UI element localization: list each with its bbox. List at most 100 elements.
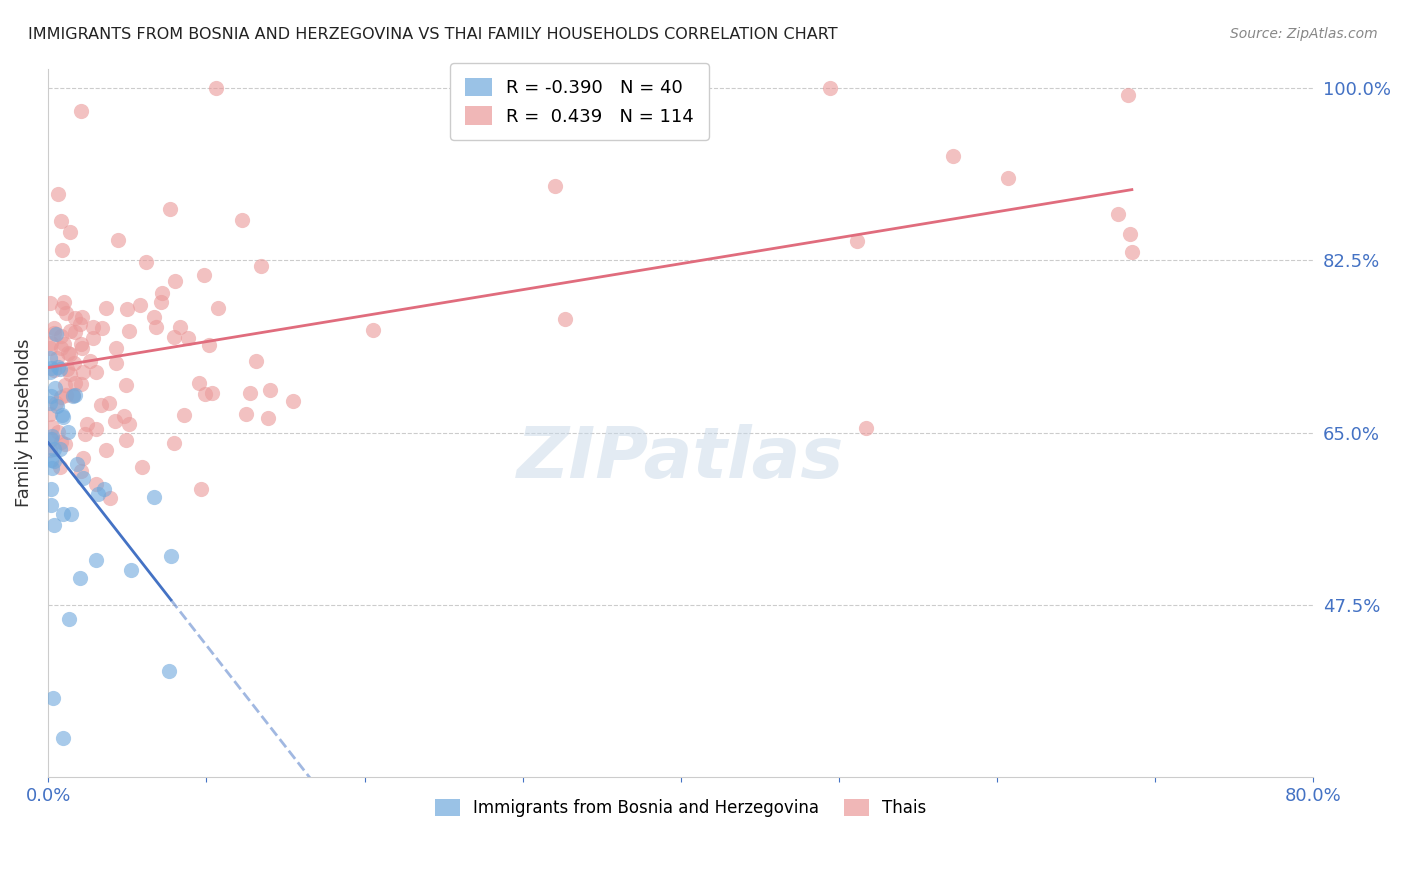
Thais bbox=[42, 326, 65, 340]
Thais bbox=[56, 361, 79, 376]
Thais bbox=[39, 336, 62, 351]
Y-axis label: Family Households: Family Households bbox=[15, 338, 32, 507]
Immigrants from Bosnia and Herzegovina bbox=[44, 381, 66, 395]
Thais bbox=[70, 103, 93, 118]
Thais bbox=[63, 326, 86, 340]
Thais bbox=[63, 310, 86, 325]
Thais bbox=[94, 442, 117, 457]
Thais bbox=[544, 178, 567, 193]
Thais bbox=[1118, 87, 1140, 102]
Immigrants from Bosnia and Herzegovina bbox=[41, 461, 63, 475]
Thais bbox=[62, 388, 84, 402]
Immigrants from Bosnia and Herzegovina bbox=[46, 400, 69, 414]
Thais bbox=[190, 483, 212, 497]
Immigrants from Bosnia and Herzegovina bbox=[72, 471, 94, 485]
Thais bbox=[118, 324, 141, 338]
Thais bbox=[118, 417, 141, 431]
Thais bbox=[98, 491, 121, 506]
Thais bbox=[51, 243, 73, 257]
Thais bbox=[53, 378, 76, 392]
Immigrants from Bosnia and Herzegovina bbox=[52, 731, 75, 745]
Thais bbox=[169, 319, 191, 334]
Thais bbox=[49, 214, 72, 228]
Thais bbox=[44, 363, 66, 377]
Thais bbox=[159, 202, 181, 217]
Thais bbox=[115, 433, 138, 447]
Thais bbox=[69, 317, 91, 331]
Thais bbox=[41, 420, 63, 434]
Thais bbox=[82, 319, 104, 334]
Immigrants from Bosnia and Herzegovina bbox=[38, 396, 60, 410]
Thais bbox=[98, 395, 121, 409]
Thais bbox=[1121, 245, 1143, 260]
Thais bbox=[84, 477, 107, 491]
Thais bbox=[1107, 207, 1129, 221]
Thais bbox=[143, 310, 166, 325]
Immigrants from Bosnia and Herzegovina bbox=[46, 359, 69, 374]
Thais bbox=[114, 377, 136, 392]
Thais bbox=[281, 393, 304, 408]
Thais bbox=[855, 421, 877, 435]
Immigrants from Bosnia and Herzegovina bbox=[41, 498, 63, 512]
Thais bbox=[53, 337, 76, 351]
Immigrants from Bosnia and Herzegovina bbox=[65, 457, 87, 471]
Immigrants from Bosnia and Herzegovina bbox=[45, 327, 67, 342]
Thais bbox=[250, 259, 273, 273]
Thais bbox=[256, 411, 278, 425]
Thais bbox=[46, 186, 69, 201]
Immigrants from Bosnia and Herzegovina bbox=[42, 518, 65, 533]
Thais bbox=[165, 274, 187, 288]
Immigrants from Bosnia and Herzegovina bbox=[38, 365, 60, 379]
Thais bbox=[173, 408, 195, 422]
Thais bbox=[70, 310, 93, 324]
Thais bbox=[59, 347, 82, 361]
Thais bbox=[45, 396, 67, 410]
Text: ZIPatlas: ZIPatlas bbox=[517, 424, 845, 492]
Thais bbox=[70, 464, 93, 478]
Thais bbox=[115, 302, 138, 317]
Thais bbox=[72, 365, 94, 379]
Thais bbox=[150, 285, 173, 300]
Thais bbox=[107, 233, 129, 247]
Immigrants from Bosnia and Herzegovina bbox=[39, 361, 62, 376]
Immigrants from Bosnia and Herzegovina bbox=[42, 454, 65, 468]
Thais bbox=[49, 434, 72, 449]
Thais bbox=[112, 409, 135, 423]
Immigrants from Bosnia and Herzegovina bbox=[87, 487, 110, 501]
Thais bbox=[42, 321, 65, 335]
Thais bbox=[131, 460, 153, 475]
Thais bbox=[46, 425, 69, 439]
Thais bbox=[69, 336, 91, 351]
Thais bbox=[59, 324, 82, 338]
Immigrants from Bosnia and Herzegovina bbox=[93, 482, 115, 496]
Immigrants from Bosnia and Herzegovina bbox=[160, 549, 183, 563]
Thais bbox=[73, 427, 96, 442]
Immigrants from Bosnia and Herzegovina bbox=[39, 432, 62, 446]
Text: Source: ZipAtlas.com: Source: ZipAtlas.com bbox=[1230, 27, 1378, 41]
Immigrants from Bosnia and Herzegovina bbox=[157, 665, 180, 679]
Immigrants from Bosnia and Herzegovina bbox=[60, 507, 83, 521]
Thais bbox=[1119, 227, 1142, 241]
Thais bbox=[63, 356, 86, 370]
Immigrants from Bosnia and Herzegovina bbox=[48, 442, 70, 456]
Thais bbox=[150, 295, 173, 310]
Thais bbox=[90, 398, 112, 412]
Thais bbox=[51, 328, 73, 343]
Thais bbox=[45, 351, 67, 365]
Thais bbox=[38, 407, 60, 421]
Thais bbox=[94, 301, 117, 315]
Thais bbox=[205, 81, 228, 95]
Thais bbox=[941, 149, 963, 163]
Thais bbox=[56, 345, 79, 359]
Immigrants from Bosnia and Herzegovina bbox=[39, 482, 62, 496]
Thais bbox=[818, 81, 841, 95]
Thais bbox=[70, 341, 93, 355]
Thais bbox=[201, 386, 224, 401]
Thais bbox=[59, 368, 82, 382]
Thais bbox=[135, 255, 157, 269]
Immigrants from Bosnia and Herzegovina bbox=[49, 361, 72, 376]
Thais bbox=[997, 171, 1019, 186]
Thais bbox=[163, 330, 186, 344]
Thais bbox=[105, 342, 128, 356]
Immigrants from Bosnia and Herzegovina bbox=[42, 691, 65, 706]
